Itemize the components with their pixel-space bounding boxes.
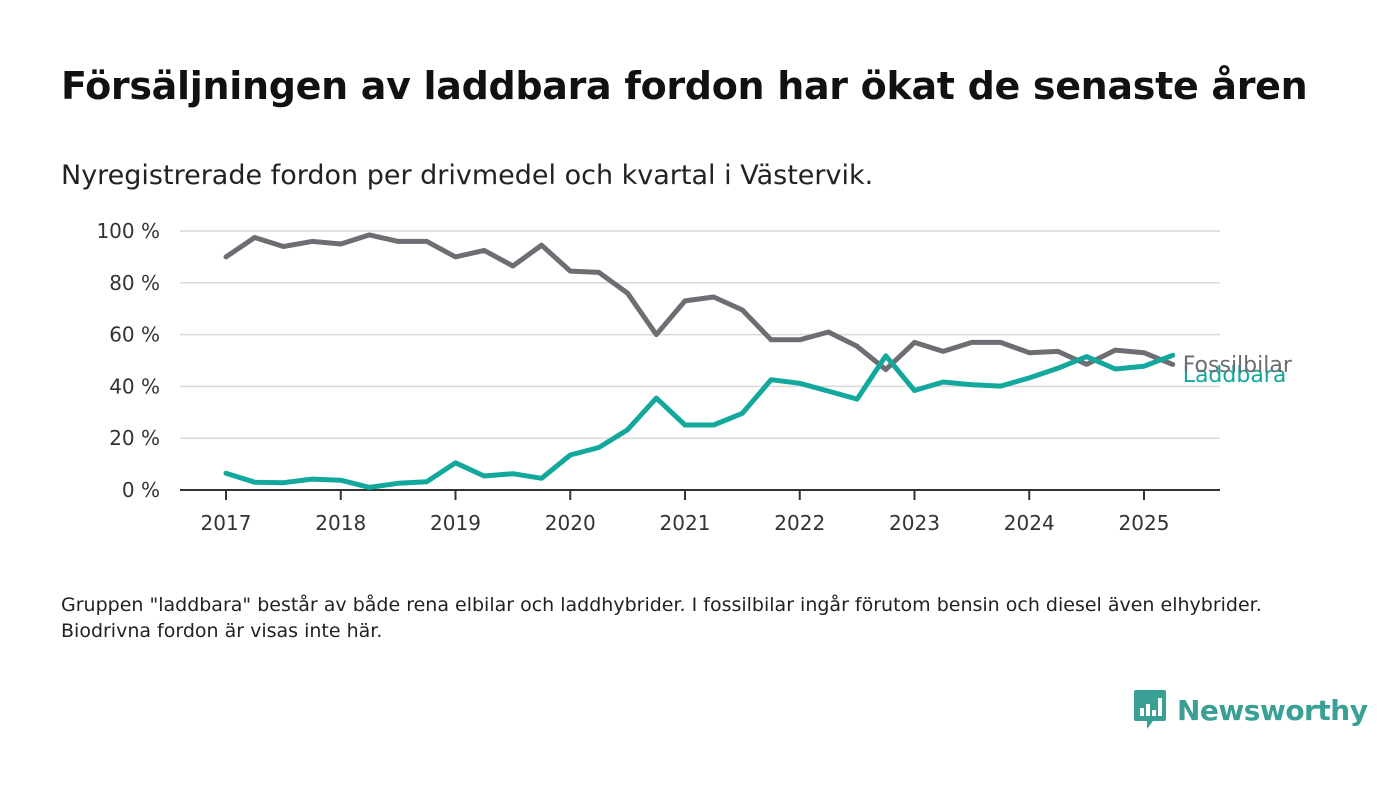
x-tick-label: 2020 [545, 511, 596, 535]
x-tick-label: 2022 [774, 511, 825, 535]
x-tick-label: 2017 [201, 511, 252, 535]
x-tick-label: 2024 [1004, 511, 1055, 535]
brand-name: Newsworthy [1177, 693, 1368, 727]
y-tick-label: 40 % [109, 374, 160, 398]
series-line-fossilbilar [223, 232, 1176, 373]
brand-logo[interactable]: Newsworthy [1133, 688, 1368, 732]
chart-subtitle: Nyregistrerade fordon per drivmedel och … [61, 160, 874, 191]
x-tick-label: 2025 [1119, 511, 1170, 535]
y-tick-label: 60 % [109, 323, 160, 347]
series-line-laddbara [223, 352, 1176, 490]
x-axis: 2017 2018 2019 2020 2021 2022 2023 2024 2025 [180, 489, 1220, 535]
y-tick-label: 20 % [109, 426, 160, 450]
series-label-fossilbilar: Fossilbilar [1183, 353, 1293, 378]
y-tick-label: 80 % [109, 271, 160, 295]
series-lines [223, 232, 1176, 490]
x-tick-label: 2023 [889, 511, 940, 535]
series-label-laddbara: Laddbara [1183, 363, 1287, 388]
y-tick-label: 0 % [122, 478, 160, 502]
chart-title: Försäljningen av laddbara fordon har öka… [61, 64, 1308, 108]
gridlines [180, 230, 1220, 439]
y-axis: 0 % 20 % 40 % 60 % 80 % 100 % [96, 219, 160, 502]
x-tick-label: 2021 [660, 511, 711, 535]
newsworthy-logo-icon [1134, 690, 1166, 729]
line-chart: 0 % 20 % 40 % 60 % 80 % 100 % 2017 2018 2019 202… [96, 219, 1293, 535]
y-tick-label: 100 % [96, 219, 160, 243]
x-tick-label: 2018 [315, 511, 366, 535]
x-tick-label: 2019 [430, 511, 481, 535]
footnote: Gruppen "laddbara" består av både rena e… [61, 594, 1262, 642]
